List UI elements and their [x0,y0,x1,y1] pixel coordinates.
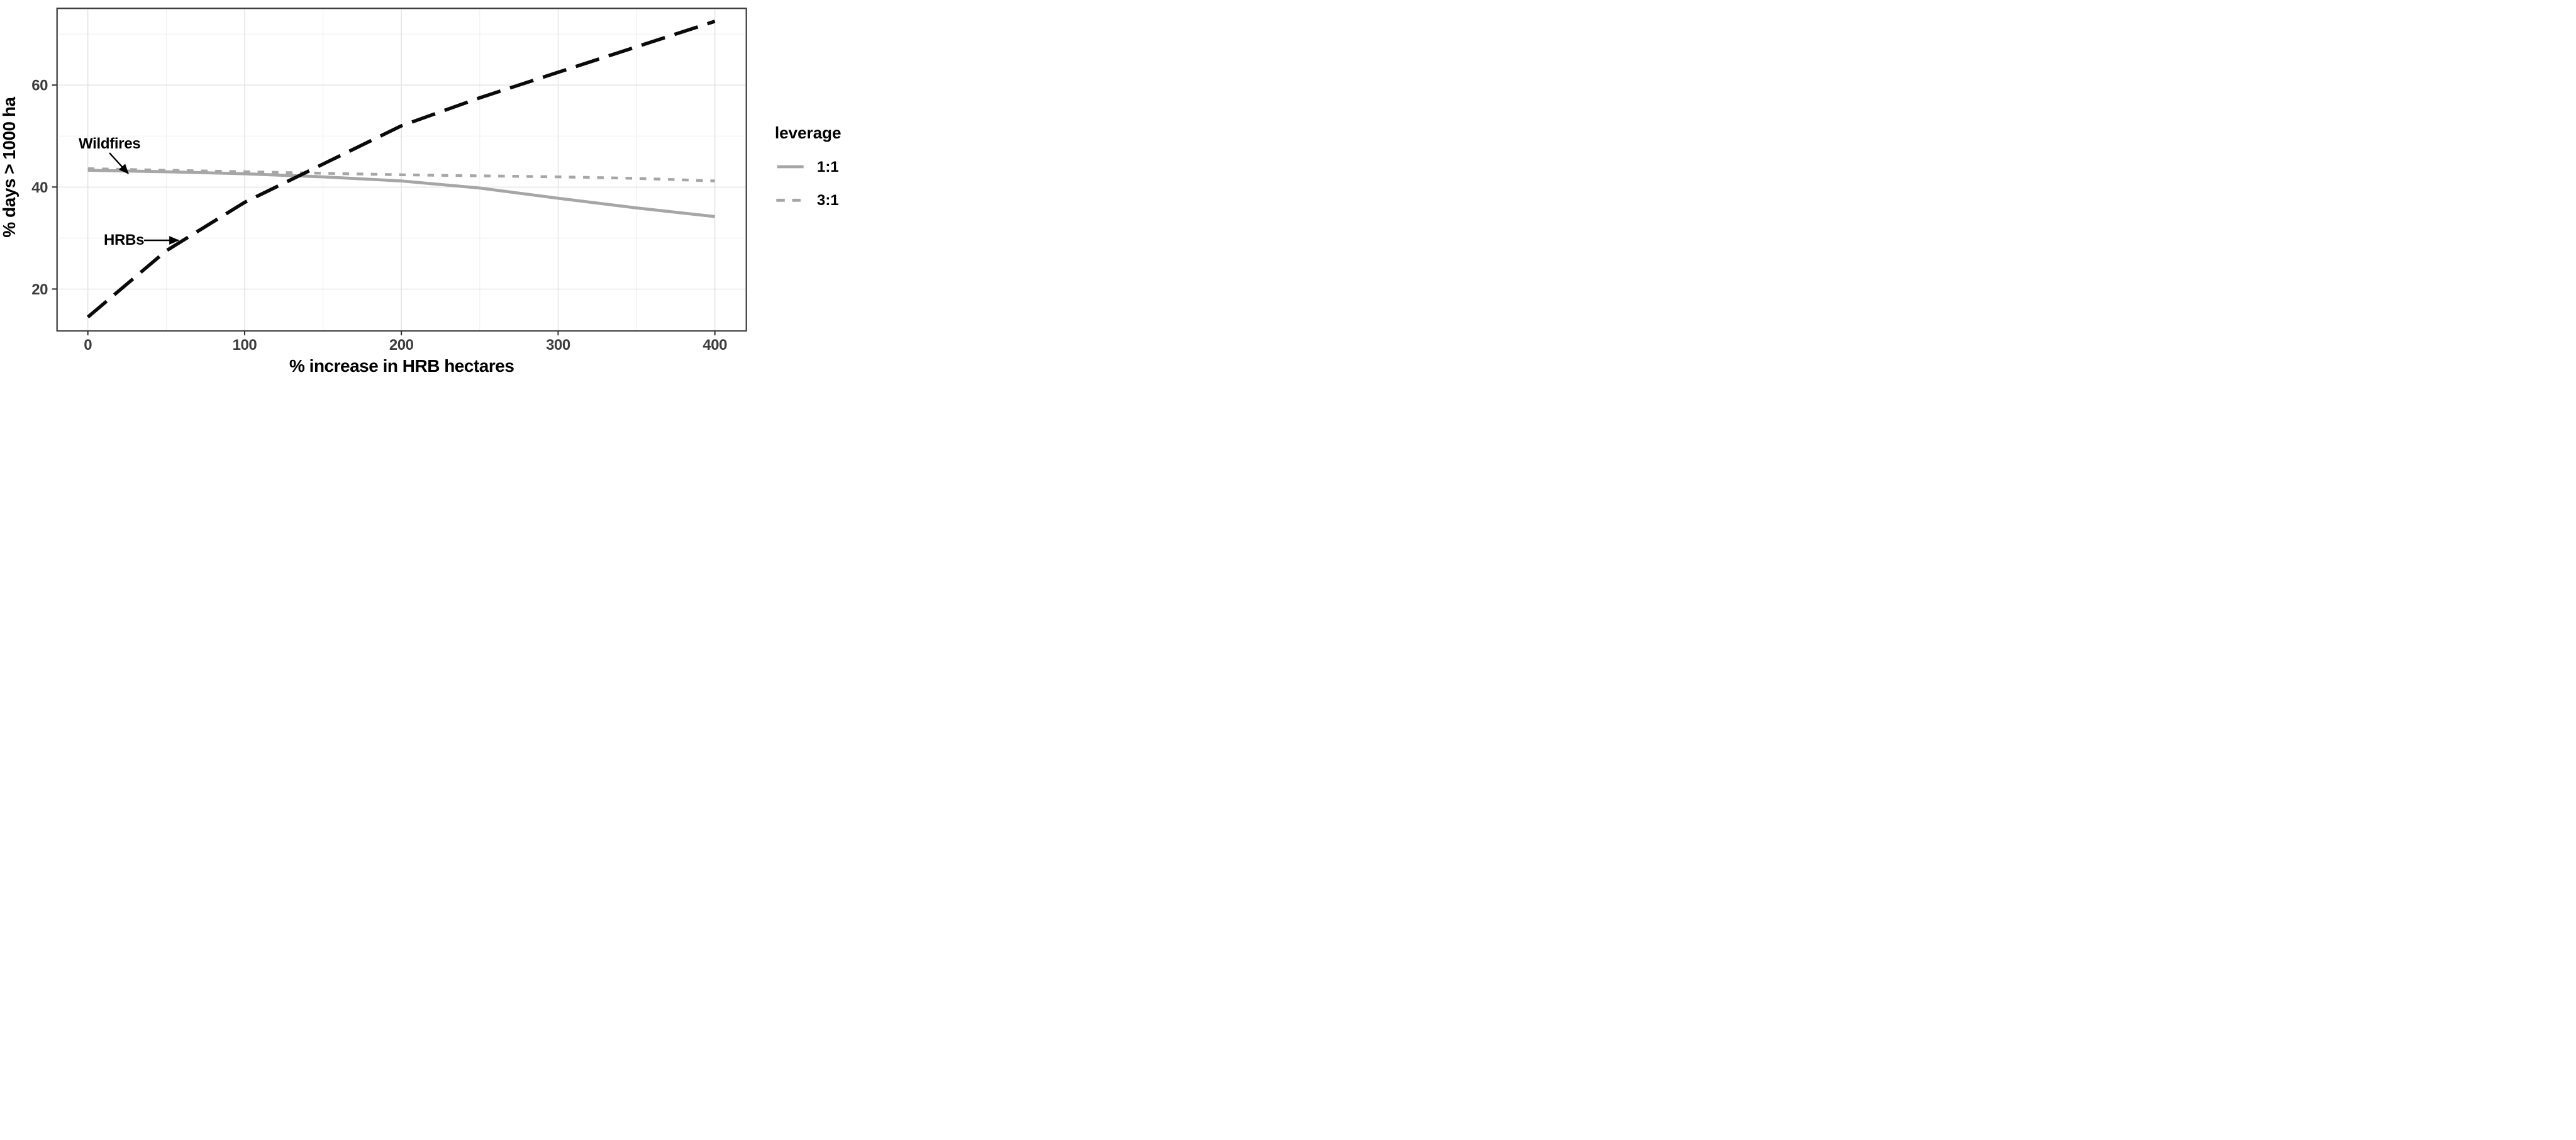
x-axis-title: % increase in HRB hectares [289,356,514,376]
x-tick-label: 400 [702,337,727,354]
annotation-hrbs-label: HRBs [104,232,144,249]
y-tick-label: 60 [31,77,48,94]
axis-tick-marks [52,84,716,335]
series-wildfires-3-1-line [87,167,715,182]
legend-label-3-1: 3:1 [817,192,839,209]
line-chart-figure: 0 100 200 300 400 20 40 60 % increase in HRB he… [0,0,858,380]
annotation-wildfires-label: Wildfires [79,135,140,152]
x-tick-label: 0 [84,337,92,354]
x-tick-label: 100 [233,337,257,354]
series-wildfires-1-1-line [87,169,715,218]
legend-title: leverage [775,123,841,142]
chart-canvas: 0 100 200 300 400 20 40 60 % increase in HRB he… [0,8,841,376]
series-hrbs-line [86,20,716,319]
legend-label-1-1: 1:1 [817,159,839,176]
legend: leverage 1:1 3:1 [775,123,841,209]
annotation-wildfires-arrow [109,152,129,174]
y-tick-label: 20 [31,281,48,298]
x-tick-label: 200 [389,337,414,354]
y-axis-title: % days > 1000 ha [0,97,19,238]
major-gridlines [57,8,747,331]
axis-tick-labels: 0 100 200 300 400 20 40 60 [31,77,727,354]
x-tick-label: 300 [546,337,570,354]
y-tick-label: 40 [31,179,48,196]
